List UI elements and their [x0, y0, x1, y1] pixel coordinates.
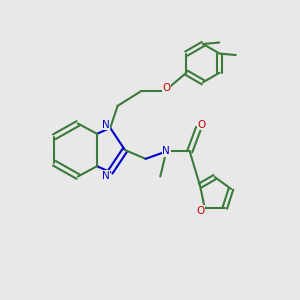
Text: N: N	[162, 146, 170, 157]
Text: O: O	[197, 120, 206, 130]
Text: O: O	[196, 206, 204, 216]
Text: N: N	[102, 120, 110, 130]
Text: O: O	[162, 82, 170, 93]
Text: N: N	[102, 171, 110, 181]
